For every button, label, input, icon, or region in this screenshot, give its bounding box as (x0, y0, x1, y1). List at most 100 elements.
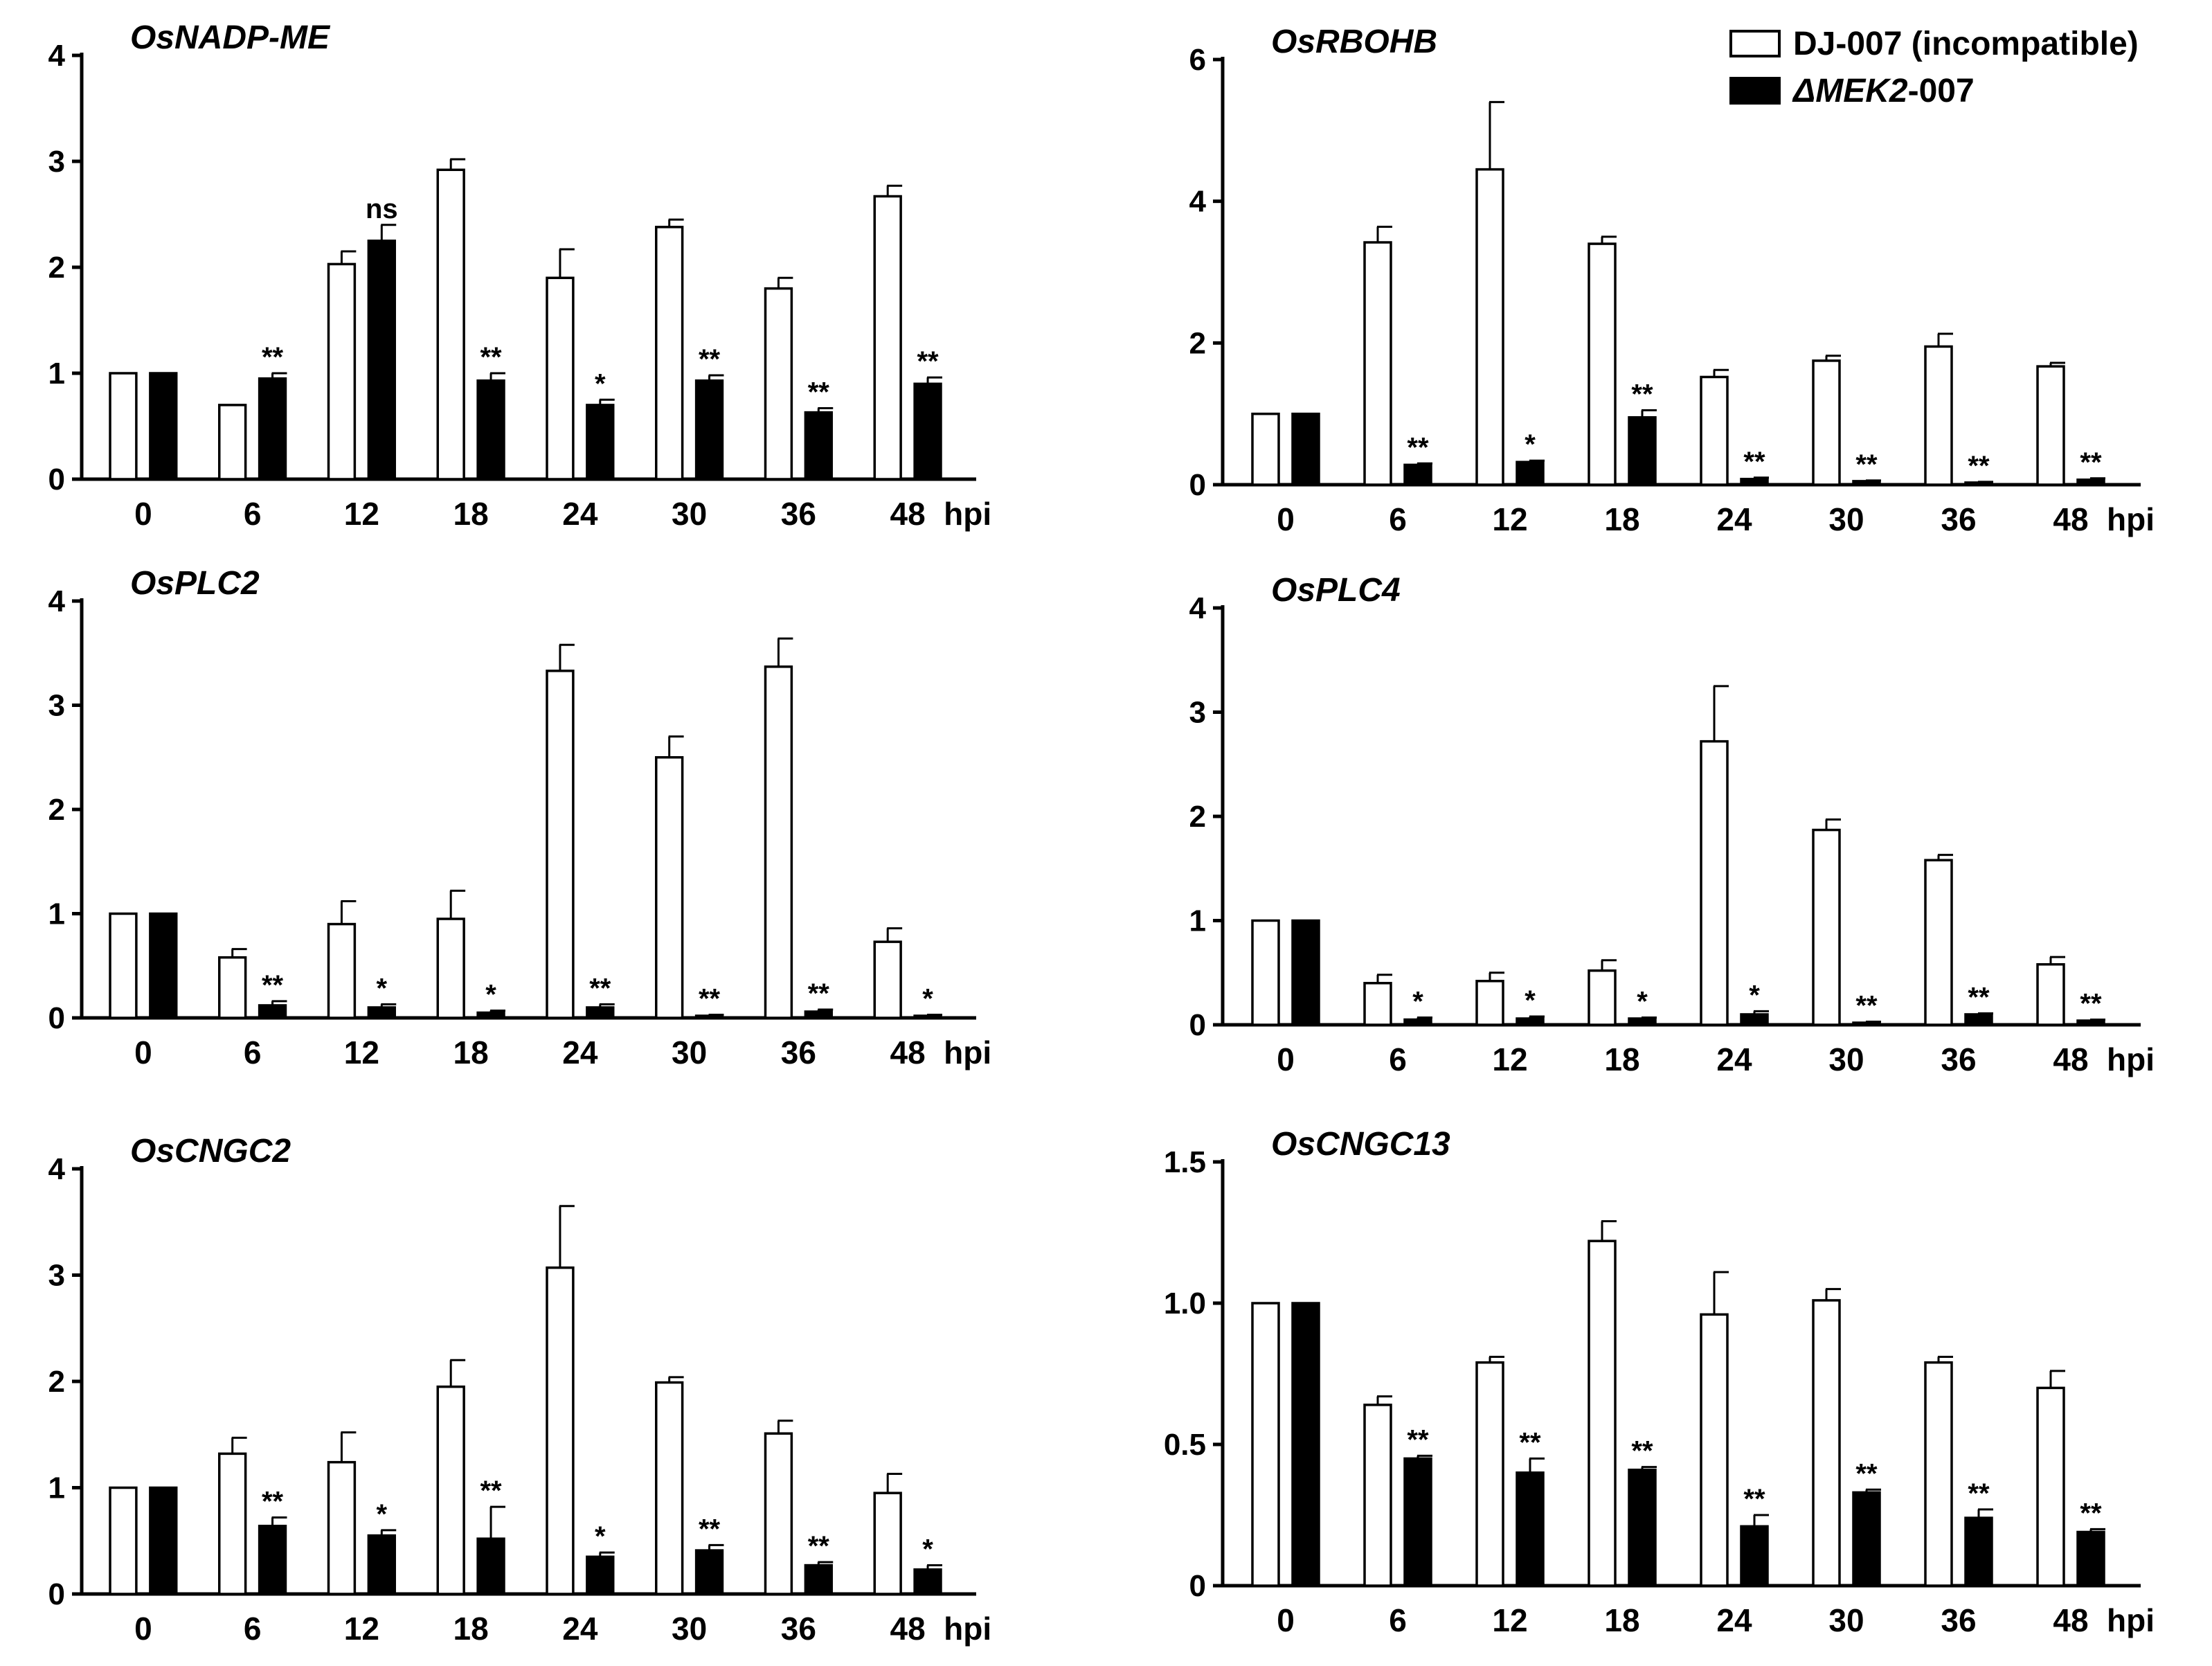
significance-mark: * (377, 1499, 388, 1530)
y-tick-label: 0 (1189, 1569, 1206, 1603)
significance-mark: ** (808, 1531, 830, 1561)
y-tick-label: 0 (48, 463, 65, 496)
bar-dj007 (546, 670, 575, 1019)
x-unit-label: hpi (2107, 501, 2155, 537)
bar-dj007 (1924, 1361, 1953, 1587)
significance-mark: ** (480, 342, 502, 373)
significance-mark: ** (699, 1514, 721, 1544)
bar-dj007 (1251, 1302, 1280, 1587)
bar-dj007 (1475, 980, 1504, 1026)
bar-mek2 (367, 1534, 396, 1595)
x-tick-label: 6 (244, 1034, 262, 1071)
bar-dj007 (109, 1486, 138, 1595)
significance-mark: ** (917, 346, 939, 377)
significance-mark: ** (808, 978, 830, 1009)
y-tick-label: 4 (1189, 185, 1207, 219)
bar-mek2 (476, 1011, 505, 1019)
x-tick-label: 36 (1941, 1602, 1976, 1638)
y-tick-label: 0.5 (1164, 1428, 1206, 1462)
y-tick-label: 4 (48, 584, 66, 618)
bar-mek2 (367, 1006, 396, 1019)
bar-mek2 (913, 1014, 942, 1019)
bar-mek2 (2076, 1530, 2105, 1587)
bar-mek2 (367, 240, 396, 481)
bar-dj007 (1812, 1299, 1841, 1587)
bar-mek2 (1291, 1302, 1320, 1587)
significance-mark: * (377, 973, 388, 1003)
bar-dj007 (1588, 969, 1617, 1026)
bar-mek2 (1403, 463, 1432, 486)
x-unit-label: hpi (944, 1034, 991, 1071)
x-tick-label: 12 (1492, 1602, 1527, 1638)
significance-mark: ** (1968, 982, 1990, 1012)
bar-mek2 (913, 1568, 942, 1595)
y-tick-label: 3 (48, 689, 65, 723)
significance-mark: ** (262, 970, 284, 1001)
significance-mark: ** (1519, 1427, 1541, 1458)
bar-dj007 (218, 956, 247, 1019)
bar-dj007 (764, 287, 793, 481)
bar-mek2 (804, 411, 833, 481)
bar-mek2 (1628, 1468, 1657, 1587)
bar-dj007 (436, 917, 465, 1019)
bar-mek2 (1628, 416, 1657, 486)
bar-mek2 (1740, 478, 1769, 486)
bar-mek2 (1403, 1457, 1432, 1587)
y-tick-label: 0 (1189, 1008, 1206, 1042)
x-tick-label: 36 (1941, 1041, 1976, 1077)
x-tick-label: 48 (890, 1034, 926, 1071)
y-tick-label: 3 (48, 145, 65, 179)
x-tick-label: 18 (453, 496, 489, 532)
significance-mark: * (1637, 986, 1648, 1016)
x-tick-label: 0 (134, 1034, 152, 1071)
x-tick-label: 24 (1716, 1602, 1752, 1638)
x-tick-label: 48 (2053, 501, 2088, 537)
bar-dj007 (1812, 359, 1841, 486)
significance-mark: ** (2080, 1498, 2102, 1528)
x-tick-label: 30 (672, 1034, 707, 1071)
significance-mark: * (1412, 986, 1423, 1016)
y-tick-label: 2 (48, 251, 65, 285)
x-unit-label: hpi (2107, 1041, 2155, 1077)
bar-mek2 (1964, 1013, 1993, 1026)
bar-mek2 (694, 379, 724, 481)
panel-title: OsCNGC13 (1271, 1126, 1450, 1163)
x-tick-label: 36 (1941, 501, 1976, 537)
x-tick-label: 6 (1389, 1041, 1407, 1077)
bar-dj007 (1475, 1361, 1504, 1587)
bar-dj007 (2036, 365, 2065, 486)
bar-dj007 (1812, 828, 1841, 1026)
x-tick-label: 6 (1389, 1602, 1407, 1638)
x-tick-label: 36 (781, 1611, 816, 1647)
significance-mark: ** (2080, 447, 2102, 478)
bar-mek2 (149, 1486, 178, 1595)
bar-dj007 (1588, 242, 1617, 486)
bar-mek2 (149, 912, 178, 1019)
y-tick-label: 2 (48, 793, 65, 827)
bar-mek2 (913, 382, 942, 481)
bar-dj007 (436, 168, 465, 481)
x-tick-label: 30 (1828, 501, 1864, 537)
bar-dj007 (1363, 982, 1392, 1026)
y-tick-label: 2 (1189, 800, 1206, 834)
significance-mark: ** (1968, 1478, 1990, 1509)
bar-dj007 (1588, 1239, 1617, 1587)
significance-mark: * (595, 368, 606, 399)
x-tick-label: 24 (562, 1034, 598, 1071)
y-tick-label: 1.5 (1164, 1145, 1206, 1179)
x-tick-label: 48 (890, 1611, 926, 1647)
bar-dj007 (764, 665, 793, 1019)
legend-swatch-dj007 (1729, 30, 1781, 57)
x-tick-label: 0 (134, 1611, 152, 1647)
bar-mek2 (586, 1555, 615, 1595)
significance-mark: ** (699, 983, 721, 1014)
bar-dj007 (1700, 740, 1729, 1026)
x-tick-label: 0 (1277, 1041, 1295, 1077)
bar-mek2 (2076, 1019, 2105, 1026)
bar-dj007 (218, 1452, 247, 1595)
bar-mek2 (586, 404, 615, 481)
legend: DJ-007 (incompatible) ΔMEK2-007 (1729, 26, 2139, 109)
x-tick-label: 6 (244, 496, 262, 532)
